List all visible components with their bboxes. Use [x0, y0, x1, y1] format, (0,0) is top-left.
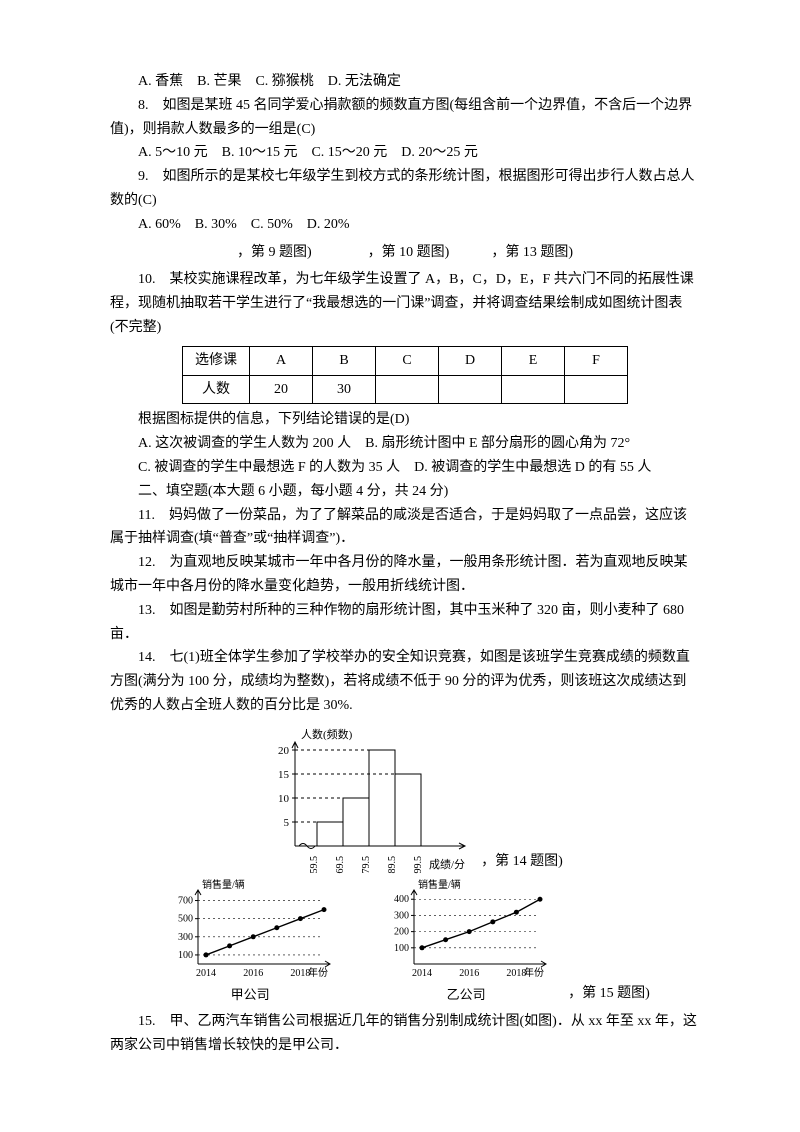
q10-opt-ab: A. 这次被调查的学生人数为 200 人 B. 扇形统计图中 E 部分扇形的圆心…: [110, 432, 700, 456]
svg-text:15: 15: [278, 769, 290, 781]
q9-options: A. 60% B. 30% C. 50% D. 20%: [110, 213, 700, 237]
svg-text:400: 400: [394, 894, 409, 905]
svg-text:2016: 2016: [459, 968, 479, 979]
q9-text: 9. 如图所示的是某校七年级学生到校方式的条形统计图，根据图形可得出步行人数占总…: [110, 165, 700, 213]
svg-text:700: 700: [178, 895, 193, 906]
chart-q15-a: 100300500700201420162018销售量/辆年份 甲公司: [160, 876, 340, 1006]
q10-opt-cd: C. 被调查的学生中最想选 F 的人数为 35 人 D. 被调查的学生中最想选 …: [110, 456, 700, 480]
fig-captions-9-10-13: ，第 9 题图) ，第 10 题图) ，第 13 题图): [110, 241, 700, 265]
q15: 15. 甲、乙两汽车销售公司根据近几年的销售分别制成统计图(如图)．从 xx 年…: [110, 1010, 700, 1058]
chart-q14-histogram: 5 10 15 20 59.5 69.5 79.5 89.5 99.5 人数(频数) 成绩/分: [247, 724, 477, 874]
chart14-caption: ，第 14 题图): [481, 850, 563, 874]
svg-text:99.5: 99.5: [413, 856, 424, 874]
svg-text:59.5: 59.5: [309, 856, 320, 874]
svg-text:2014: 2014: [196, 968, 216, 979]
q11: 11. 妈妈做了一份菜品，为了了解菜品的咸淡是否适合，于是妈妈取了一点品尝，这应…: [110, 504, 700, 552]
q12: 12. 为直观地反映某城市一年中各月份的降水量，一般用条形统计图．若为直观地反映…: [110, 551, 700, 599]
q7-options: A. 香蕉 B. 芒果 C. 猕猴桃 D. 无法确定: [110, 70, 700, 94]
svg-text:年份: 年份: [524, 966, 544, 979]
svg-text:销售量/辆: 销售量/辆: [202, 878, 245, 891]
svg-text:500: 500: [178, 913, 193, 924]
chart15a-sub: 甲公司: [160, 984, 340, 1006]
q14: 14. 七(1)班全体学生参加了学校举办的安全知识竞赛，如图是该班学生竞赛成绩的…: [110, 646, 700, 717]
svg-text:5: 5: [284, 817, 290, 829]
svg-text:年份: 年份: [308, 966, 328, 979]
svg-text:2014: 2014: [412, 968, 432, 979]
section-2-title: 二、填空题(本大题 6 小题，每小题 4 分，共 24 分): [110, 480, 700, 504]
svg-text:100: 100: [394, 943, 409, 954]
svg-text:20: 20: [278, 745, 290, 757]
q10-after: 根据图标提供的信息，下列结论错误的是(D): [110, 408, 700, 432]
svg-text:2016: 2016: [243, 968, 263, 979]
q10-table: 选修课ABCDEF 人数2030: [110, 346, 700, 405]
chart15b-sub: 乙公司: [376, 984, 556, 1006]
svg-text:300: 300: [178, 932, 193, 943]
svg-text:300: 300: [394, 910, 409, 921]
chart-q15-b: 100200300400201420162018销售量/辆年份 乙公司: [376, 876, 556, 1006]
svg-text:人数(频数): 人数(频数): [301, 727, 353, 741]
svg-text:79.5: 79.5: [361, 856, 372, 874]
q8-text: 8. 如图是某班 45 名同学爱心捐款额的频数直方图(每组含前一个边界值，不含后…: [110, 94, 700, 142]
svg-text:10: 10: [278, 793, 290, 805]
svg-text:89.5: 89.5: [387, 856, 398, 874]
svg-text:100: 100: [178, 950, 193, 961]
q8-options: A. 5～10 元 B. 10～15 元 C. 15～20 元 D. 20～25…: [110, 141, 700, 165]
page: A. 香蕉 B. 芒果 C. 猕猴桃 D. 无法确定 8. 如图是某班 45 名…: [0, 0, 800, 1132]
q10-text: 10. 某校实施课程改革，为七年级学生设置了 A，B，C，D，E，F 共六门不同…: [110, 268, 700, 339]
svg-text:成绩/分: 成绩/分: [429, 858, 465, 871]
svg-text:200: 200: [394, 926, 409, 937]
svg-text:销售量/辆: 销售量/辆: [418, 878, 461, 891]
q13: 13. 如图是勤劳村所种的三种作物的扇形统计图，其中玉米种了 320 亩，则小麦…: [110, 599, 700, 647]
svg-text:69.5: 69.5: [335, 856, 346, 874]
chart15-caption: ，第 15 题图): [568, 982, 650, 1006]
